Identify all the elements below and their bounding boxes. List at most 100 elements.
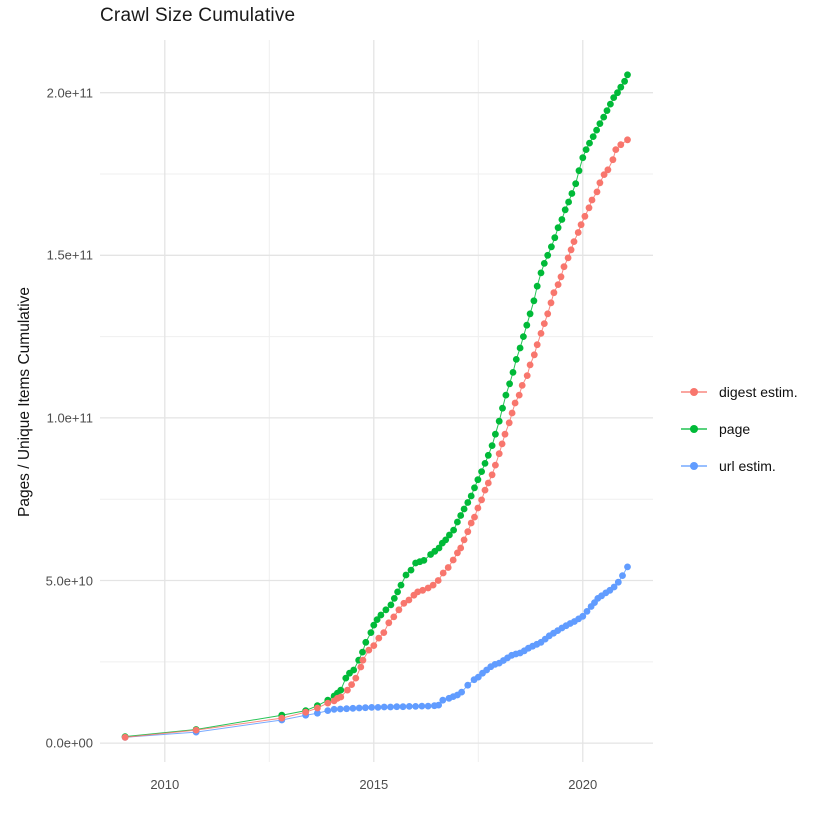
data-point <box>278 714 286 722</box>
data-point <box>471 513 478 521</box>
data-point <box>367 629 375 636</box>
data-point <box>399 703 407 711</box>
data-point <box>348 681 355 688</box>
data-point <box>390 613 398 621</box>
data-point <box>449 556 457 564</box>
data-point <box>579 154 587 162</box>
data-point <box>516 344 524 352</box>
data-point <box>394 588 401 596</box>
data-point <box>624 563 631 571</box>
data-point <box>515 391 523 399</box>
data-point <box>387 703 394 711</box>
data-point <box>375 634 383 642</box>
data-point <box>607 100 614 108</box>
data-point <box>589 133 597 141</box>
data-point <box>570 238 578 246</box>
data-point <box>488 471 496 479</box>
data-point <box>585 204 593 212</box>
data-point <box>574 229 582 236</box>
data-point <box>357 663 365 671</box>
data-point <box>412 703 419 710</box>
data-point <box>467 492 475 500</box>
data-point <box>454 518 461 526</box>
y-tick-label: 0.0e+00 <box>45 735 93 751</box>
data-point <box>314 704 321 712</box>
data-point <box>495 450 503 458</box>
data-point <box>568 190 576 197</box>
data-point <box>501 430 509 438</box>
data-point <box>526 310 534 318</box>
data-point <box>314 709 321 717</box>
data-point <box>614 578 622 586</box>
x-tick-label: 2010 <box>150 777 180 792</box>
data-point <box>355 704 363 712</box>
data-point <box>614 89 621 97</box>
data-point <box>499 404 506 412</box>
data-point <box>575 167 583 175</box>
data-point <box>419 586 427 594</box>
data-point <box>368 704 376 711</box>
legend-item: digest estim. <box>681 380 798 404</box>
data-point <box>454 549 461 557</box>
data-point <box>554 224 562 232</box>
data-point <box>429 581 437 589</box>
data-point <box>464 681 472 689</box>
data-point <box>374 704 382 711</box>
legend-key-icon <box>681 454 707 478</box>
data-point <box>192 726 200 734</box>
data-point <box>520 333 527 340</box>
data-point <box>526 361 534 369</box>
data-point <box>572 180 580 188</box>
legend-key-dot <box>690 425 698 433</box>
data-point <box>336 705 344 713</box>
data-point <box>509 369 517 376</box>
data-point <box>548 243 555 251</box>
data-point <box>446 531 453 539</box>
data-point <box>395 606 403 614</box>
data-point <box>439 569 447 577</box>
legend: digest estim. page url estim. <box>681 380 798 478</box>
legend-item-label: page <box>719 421 751 437</box>
data-point <box>512 356 520 363</box>
data-point <box>564 254 572 262</box>
data-point <box>387 601 395 609</box>
data-point <box>604 166 612 174</box>
data-point <box>550 289 558 297</box>
data-point <box>362 638 370 646</box>
data-point <box>506 380 513 388</box>
data-point <box>405 596 413 604</box>
series-line <box>125 566 628 738</box>
data-point <box>518 382 526 389</box>
data-point <box>457 544 465 552</box>
gridlines-minor <box>100 40 653 762</box>
y-tick-label: 1.0e+11 <box>46 410 93 426</box>
data-point <box>471 484 478 492</box>
data-point <box>359 648 366 656</box>
data-point <box>588 196 596 204</box>
data-point <box>593 188 601 196</box>
data-point <box>624 136 631 144</box>
data-point <box>464 499 472 506</box>
data-point <box>544 251 552 259</box>
data-point <box>342 674 350 682</box>
data-point <box>554 281 562 288</box>
data-point <box>330 705 338 713</box>
data-point <box>481 460 489 467</box>
legend-key-icon <box>681 417 707 441</box>
data-point <box>442 536 450 544</box>
data-point <box>397 581 405 589</box>
data-point <box>579 612 587 620</box>
data-point <box>505 419 513 427</box>
data-point <box>603 107 611 114</box>
data-point <box>450 526 457 534</box>
data-point <box>444 564 452 571</box>
data-point <box>435 701 442 709</box>
legend-item-label: digest estim. <box>719 384 798 400</box>
data-point <box>405 703 413 710</box>
data-point <box>464 528 472 536</box>
data-point <box>370 642 378 649</box>
data-point <box>567 246 575 254</box>
data-point <box>481 486 489 494</box>
